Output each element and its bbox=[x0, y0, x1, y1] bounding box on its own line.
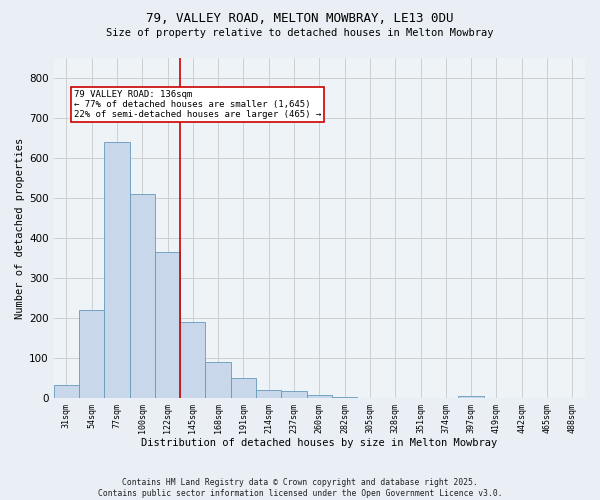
X-axis label: Distribution of detached houses by size in Melton Mowbray: Distribution of detached houses by size … bbox=[141, 438, 497, 448]
Text: Contains HM Land Registry data © Crown copyright and database right 2025.
Contai: Contains HM Land Registry data © Crown c… bbox=[98, 478, 502, 498]
Bar bbox=[205, 362, 231, 398]
Bar bbox=[231, 378, 256, 398]
Bar bbox=[458, 396, 484, 398]
Text: 79, VALLEY ROAD, MELTON MOWBRAY, LE13 0DU: 79, VALLEY ROAD, MELTON MOWBRAY, LE13 0D… bbox=[146, 12, 454, 26]
Bar bbox=[155, 252, 180, 398]
Text: Size of property relative to detached houses in Melton Mowbray: Size of property relative to detached ho… bbox=[106, 28, 494, 38]
Y-axis label: Number of detached properties: Number of detached properties bbox=[15, 138, 25, 318]
Bar bbox=[79, 310, 104, 398]
Text: 79 VALLEY ROAD: 136sqm
← 77% of detached houses are smaller (1,645)
22% of semi-: 79 VALLEY ROAD: 136sqm ← 77% of detached… bbox=[74, 90, 321, 120]
Bar bbox=[130, 194, 155, 398]
Bar bbox=[256, 390, 281, 398]
Bar bbox=[104, 142, 130, 398]
Bar bbox=[307, 396, 332, 398]
Bar bbox=[281, 392, 307, 398]
Bar bbox=[180, 322, 205, 398]
Bar bbox=[53, 385, 79, 398]
